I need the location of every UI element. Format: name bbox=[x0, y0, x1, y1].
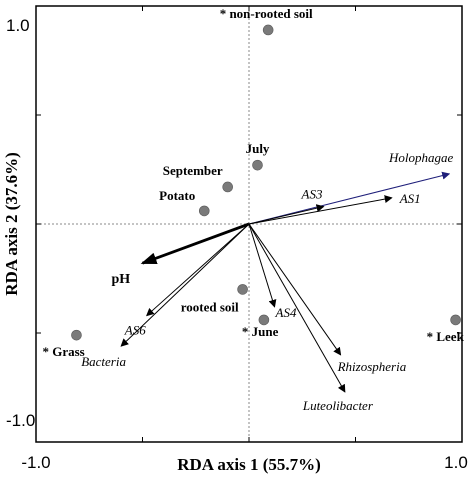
species-arrow-label: AS4 bbox=[275, 305, 297, 320]
species-arrow-label: Bacteria bbox=[81, 354, 126, 369]
sample-points: * non-rooted soil July September Potato root… bbox=[42, 6, 464, 359]
axis-ticks bbox=[35, 5, 463, 443]
sample-point bbox=[262, 24, 274, 36]
sample-point bbox=[252, 159, 263, 171]
environmental-arrows: pH bbox=[112, 222, 250, 287]
species-arrow bbox=[120, 223, 250, 347]
species-arrow-label: AS3 bbox=[301, 187, 323, 202]
species-arrow-label: AS1 bbox=[399, 191, 421, 206]
sample-point bbox=[258, 314, 270, 326]
sample-point-label: July bbox=[246, 141, 270, 156]
species-arrow bbox=[248, 204, 325, 225]
sample-point bbox=[71, 329, 82, 341]
env-arrow-label: pH bbox=[112, 272, 131, 287]
species-arrow-label: Luteolibacter bbox=[302, 398, 374, 413]
sample-point-label: * non-rooted soil bbox=[220, 6, 313, 21]
species-arrow bbox=[248, 223, 342, 356]
sample-point bbox=[237, 284, 248, 295]
sample-point-label: * Leek bbox=[427, 329, 465, 344]
sample-point-label: rooted soil bbox=[181, 299, 239, 314]
sample-point-label: * Grass bbox=[42, 344, 84, 359]
species-arrow-label: Holophagae bbox=[388, 150, 454, 165]
species-arrow-label: Rhizospheria bbox=[337, 359, 407, 374]
x-tick-label-max: 1.0 bbox=[444, 453, 468, 472]
sample-point-label: Potato bbox=[159, 188, 195, 203]
sample-point-label: September bbox=[163, 163, 223, 178]
y-axis-label: RDA axis 2 (37.6%) bbox=[2, 152, 21, 296]
sample-point bbox=[198, 205, 210, 217]
sample-point bbox=[450, 314, 461, 326]
y-tick-label-min: -1.0 bbox=[6, 411, 35, 430]
x-tick-label-min: -1.0 bbox=[21, 453, 50, 472]
species-arrow bbox=[248, 223, 277, 308]
env-arrow-ph bbox=[140, 222, 250, 265]
species-arrow bbox=[248, 171, 451, 225]
species-arrow bbox=[248, 223, 346, 393]
species-arrow bbox=[146, 223, 250, 317]
species-arrow-label: AS6 bbox=[124, 323, 146, 338]
species-arrow bbox=[248, 195, 393, 225]
x-axis-label: RDA axis 1 (55.7%) bbox=[177, 455, 321, 474]
species-arrows: Holophagae AS1 AS3 AS4 Rhizospheria Luteoliba… bbox=[81, 150, 453, 413]
y-tick-label-max: 1.0 bbox=[6, 16, 30, 35]
sample-point-label: * June bbox=[242, 324, 279, 339]
sample-point bbox=[222, 181, 233, 193]
